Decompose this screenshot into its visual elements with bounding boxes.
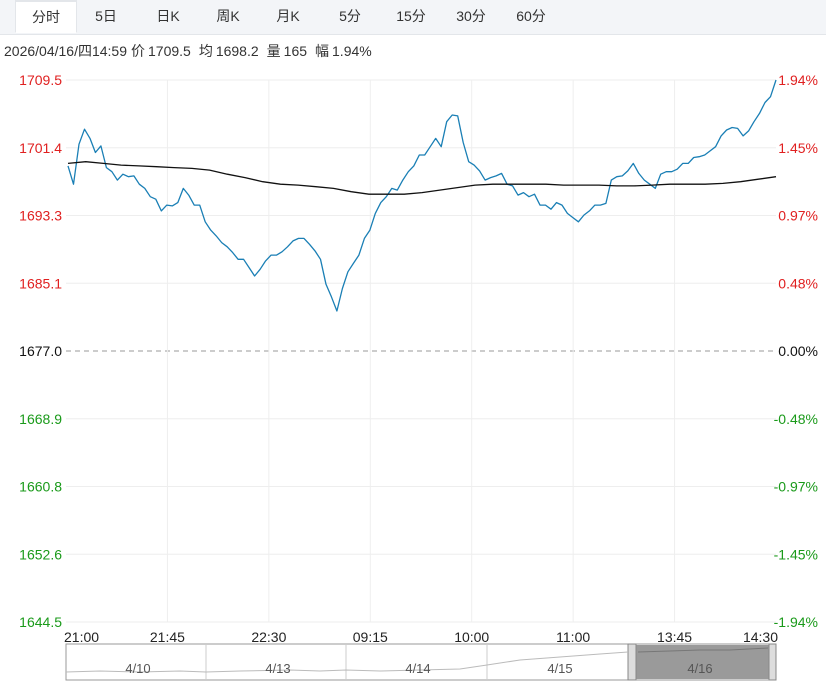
chart-tab-bar: 分时 5日 日K 周K 月K 5分 15分 30分 60分: [0, 0, 826, 35]
quote-info-bar: 2026/04/16/四14:59 价 1709.5 均 1698.2 量 165 幅 1.94…: [4, 41, 380, 61]
pct-tick-label: -0.48%: [774, 411, 818, 427]
change-value: 1.94%: [332, 43, 372, 59]
x-tick-label: 21:00: [64, 629, 99, 645]
price-label: 价: [131, 43, 145, 59]
average-line: [67, 161, 777, 195]
y-tick-label: 1709.5: [19, 72, 62, 88]
y-tick-label: 1652.6: [19, 546, 62, 562]
change-label: 幅: [315, 43, 330, 59]
x-tick-label: 14:30: [743, 629, 778, 645]
tab-5min[interactable]: 5分: [339, 8, 361, 24]
navigator-date-label: 4/13: [265, 661, 290, 676]
pct-tick-label: 1.94%: [778, 72, 818, 88]
pct-tick-label: 0.00%: [778, 343, 818, 359]
y-tick-label: 1693.3: [19, 208, 62, 224]
pct-tick-label: 1.45%: [778, 140, 818, 156]
x-tick-label: 11:00: [556, 629, 590, 645]
y-tick-label: 1701.4: [19, 140, 62, 156]
y-tick-label: 1668.9: [19, 411, 62, 427]
pct-tick-label: -0.97%: [774, 479, 818, 495]
tab-15min[interactable]: 15分: [396, 8, 426, 24]
pct-tick-label: -1.45%: [774, 546, 818, 562]
navigator-date-label: 4/10: [125, 661, 150, 676]
tab-monthly-k[interactable]: 月K: [276, 8, 300, 24]
x-tick-label: 09:15: [353, 629, 388, 645]
quote-datetime: 2026/04/16/四14:59: [4, 43, 127, 59]
avg-value: 1698.2: [215, 43, 259, 59]
navigator-date-label: 4/16: [687, 661, 712, 676]
navigator-date-label: 4/14: [405, 661, 430, 676]
y-tick-label: 1685.1: [19, 275, 62, 291]
tab-30min[interactable]: 30分: [456, 8, 486, 24]
x-tick-label: 10:00: [454, 629, 489, 645]
navigator-history-line: [65, 651, 629, 673]
tab-daily-k[interactable]: 日K: [156, 8, 180, 24]
y-tick-label: 1677.0: [19, 343, 62, 359]
price-value: 1709.5: [148, 43, 191, 59]
navigator-selection: [636, 645, 769, 679]
tab-60min[interactable]: 60分: [516, 8, 546, 24]
x-tick-label: 13:45: [657, 629, 692, 645]
avg-label: 均: [198, 43, 213, 59]
navigator-handle: [627, 643, 637, 681]
volume-value: 165: [283, 43, 308, 59]
x-tick-label: 22:30: [251, 629, 286, 645]
tab-5day[interactable]: 5日: [95, 8, 117, 24]
navigator-date-label: 4/15: [547, 661, 572, 676]
navigator-selected-line: [637, 647, 769, 653]
pct-tick-label: 0.97%: [778, 208, 818, 224]
x-tick-label: 21:45: [150, 629, 185, 645]
y-tick-label: 1644.5: [19, 614, 62, 630]
pct-tick-label: 0.48%: [778, 275, 818, 291]
tab-intraday[interactable]: 分时: [15, 0, 77, 33]
volume-label: 量: [266, 43, 281, 59]
y-tick-label: 1660.8: [19, 479, 62, 495]
pct-tick-label: -1.94%: [774, 614, 818, 630]
tab-weekly-k[interactable]: 周K: [216, 8, 240, 24]
navigator-handle: [768, 643, 777, 681]
price-line: [67, 79, 777, 312]
